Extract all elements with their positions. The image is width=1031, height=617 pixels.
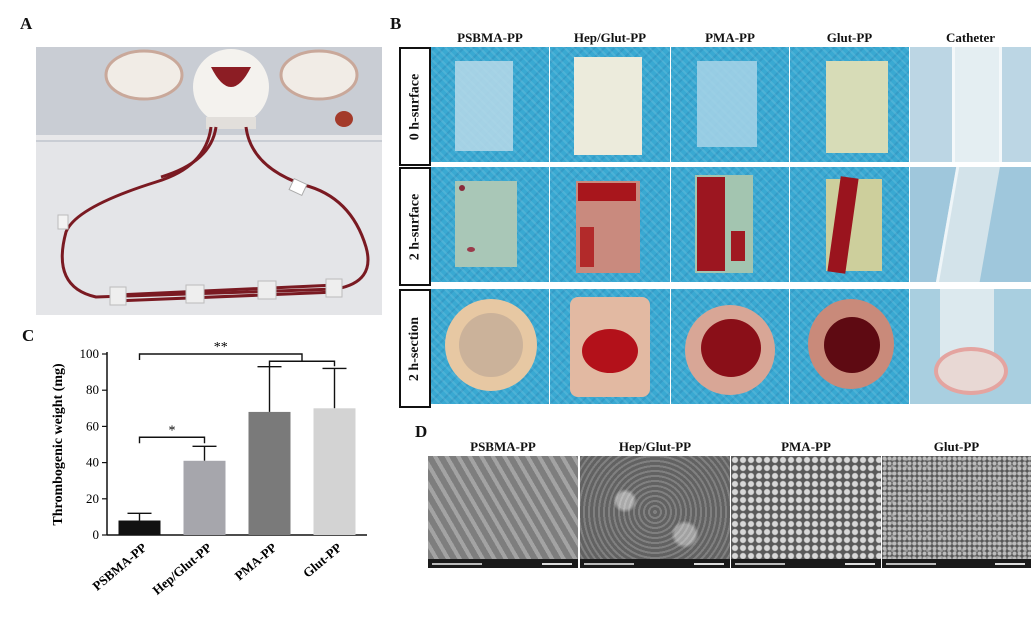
sem-hep-glut-pp [580, 456, 730, 568]
panel-b-col-label: PSBMA-PP [457, 30, 523, 45]
y-tick-label: 80 [86, 382, 99, 397]
panel-b-row-label: 2 h-surface [399, 167, 431, 286]
panel-a-letter: A [20, 14, 33, 33]
x-tick-label: Glut-PP [300, 540, 345, 581]
significance-label: * [169, 423, 176, 438]
x-tick-label: PMA-PP [232, 540, 280, 584]
y-tick-label: 20 [86, 491, 99, 506]
y-tick-label: 40 [86, 455, 99, 470]
photo-glut-2h-surface [790, 167, 909, 282]
photo-hepglut-2h-surface [550, 167, 670, 282]
panel-d-col-label: Hep/Glut-PP [618, 439, 692, 454]
bar [248, 411, 291, 535]
bar [183, 460, 226, 535]
panel-c-letter: C [22, 326, 35, 345]
panel-d-col-label: Glut-PP [933, 439, 980, 454]
panel-b-col-label: Glut-PP [826, 30, 873, 45]
bar [118, 520, 161, 535]
photo-psbma-0h-surface [431, 47, 549, 162]
sem-psbma-pp [428, 456, 578, 568]
y-tick-label: 60 [86, 418, 99, 433]
panel-d-letter: D [415, 422, 428, 441]
panel-b-col-label: Hep/Glut-PP [573, 30, 647, 45]
photo-glut-2h-section [790, 289, 909, 404]
significance-bracket [138, 353, 303, 362]
photo-catheter-2h-surface [910, 167, 1031, 282]
y-tick-label: 0 [93, 527, 100, 542]
panel-b-col-label: PMA-PP [705, 30, 755, 45]
panel-b-col-label: Catheter [945, 30, 996, 45]
panel-d-col-label: PSBMA-PP [470, 439, 536, 454]
panel-a-photo [36, 47, 382, 315]
sem-pma-pp [731, 456, 881, 568]
significance-label: ** [214, 340, 228, 355]
y-tick-label: 100 [80, 346, 100, 361]
panel-d-col-label: PMA-PP [781, 439, 831, 454]
x-tick-label: PSBMA-PP [89, 540, 149, 594]
photo-pma-2h-surface [671, 167, 789, 282]
photo-pma-0h-surface [671, 47, 789, 162]
photo-hepglut-0h-surface [550, 47, 670, 162]
sem-glut-pp [882, 456, 1031, 568]
photo-glut-0h-surface [790, 47, 909, 162]
photo-hepglut-2h-section [550, 289, 670, 404]
panel-b-letter: B [390, 14, 402, 33]
panel-b-row-label: 2 h-section [399, 289, 431, 408]
photo-psbma-2h-surface [431, 167, 549, 282]
significance-bracket [138, 436, 206, 444]
panel-b-row-label: 0 h-surface [399, 47, 431, 166]
photo-pma-2h-section [671, 289, 789, 404]
x-tick-label: Hep/Glut-PP [149, 540, 214, 598]
rabbit-circuit-illustration [36, 47, 382, 315]
bar [313, 408, 356, 535]
significance-bracket [268, 360, 336, 367]
photo-catheter-2h-section [910, 289, 1031, 404]
photo-psbma-2h-section [431, 289, 549, 404]
y-axis-label: Thrombogenic weight (mg) [51, 363, 66, 526]
photo-catheter-0h-surface [910, 47, 1031, 162]
thrombogenic-weight-bar-chart: 0 20 40 60 80 100 Thrombogenic weight (mg) PSBM… [51, 340, 367, 598]
